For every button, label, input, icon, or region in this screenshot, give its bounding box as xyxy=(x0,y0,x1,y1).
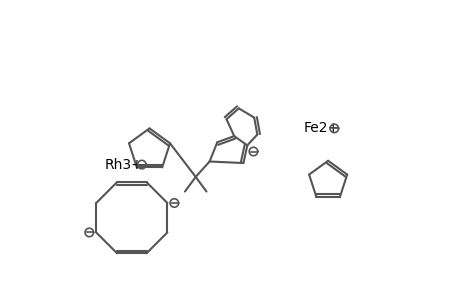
Text: Fe2+: Fe2+ xyxy=(303,122,339,135)
Text: Rh3+: Rh3+ xyxy=(105,158,143,172)
